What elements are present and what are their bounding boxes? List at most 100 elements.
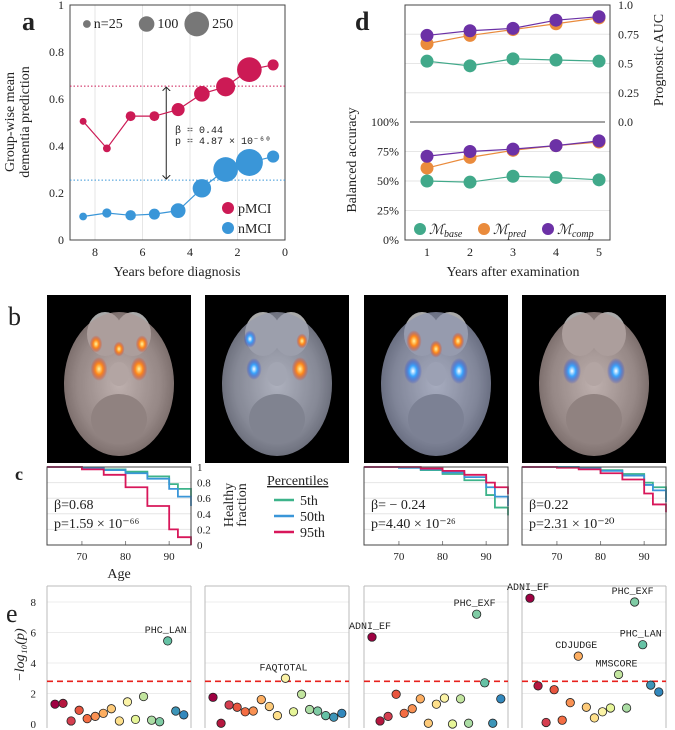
- legend-nmci-label: nMCI: [238, 222, 272, 237]
- variable-point: [321, 711, 331, 721]
- variable-point: [496, 694, 506, 704]
- positive-activation-blob: [429, 340, 443, 358]
- y-tick-label: 0: [58, 233, 64, 247]
- panel-a-beta: β = 0.44: [175, 125, 223, 137]
- legend-50th-label: 50th: [300, 510, 325, 525]
- right-y-tick-label: 0.5: [618, 57, 633, 71]
- variable-point: [638, 640, 648, 650]
- variable-point: [163, 636, 173, 646]
- legend-5th-label: 5th: [300, 494, 318, 509]
- panel-label-b: b: [8, 302, 21, 331]
- p95-survival-curve: [47, 466, 192, 545]
- y-tick-label: 0.8: [197, 478, 211, 490]
- x-tick-label: 70: [393, 551, 405, 563]
- p-value-annotation: p=1.59 × 10⁻⁶⁶: [54, 517, 140, 532]
- legend-comp-label: ℳcomp: [557, 223, 594, 240]
- positive-activation-blob: [113, 341, 125, 357]
- variable-point: [280, 673, 291, 683]
- variable-point: [288, 707, 299, 717]
- variable-point: [256, 694, 266, 705]
- base-auc-point: [463, 59, 477, 73]
- x-tick-label: 1: [424, 245, 430, 259]
- variable-label: PHC_LAN: [620, 630, 662, 641]
- panel-d-ylabel-right: Prognostic AUC: [652, 14, 667, 106]
- pMCI-point: [267, 59, 279, 71]
- negative-activation-blob: [563, 358, 581, 384]
- variable-point: [272, 711, 282, 721]
- variable-point: [264, 701, 274, 712]
- panel-a-ylabel-2: dementia prediction: [18, 66, 33, 178]
- y-tick-label: 1: [58, 0, 64, 12]
- variable-point: [155, 717, 165, 727]
- legend-comp-dot: [542, 223, 554, 235]
- variable-label: CDJUDGE: [555, 641, 597, 652]
- variable-point: [646, 680, 656, 690]
- variable-point: [480, 678, 490, 688]
- nMCI-point: [267, 150, 280, 163]
- p95-survival-curve: [522, 466, 667, 513]
- y-tick-label: 0.2: [197, 524, 211, 536]
- variable-point: [525, 593, 535, 603]
- panel-c-ylabel-2: fraction: [235, 483, 250, 527]
- variable-point: [147, 715, 157, 725]
- panel-a-ylabel-1: Group-wise mean: [3, 72, 18, 172]
- variable-point: [597, 707, 608, 717]
- base-auc-point: [506, 52, 520, 66]
- x-tick-label: 3: [510, 245, 516, 259]
- base-accuracy-point: [549, 170, 563, 184]
- plot-frame: [363, 466, 509, 546]
- x-tick-label: 90: [639, 551, 651, 563]
- panel-e-chart: −log₁₀(p) 0 2 4 6 8 PHC_LAN FAQTOTAL ADNI_EF PHC…: [13, 583, 667, 730]
- negative-activation-blob: [607, 358, 625, 384]
- variable-point: [114, 716, 125, 726]
- variable-label: PHC_EXF: [612, 587, 654, 598]
- y-tick-label: 0.2: [49, 186, 64, 200]
- beta-annotation: β= − 0.24: [371, 498, 425, 513]
- plot-frame: [521, 466, 667, 546]
- size-legend-dot: [83, 20, 91, 28]
- comp-auc-point: [506, 21, 520, 35]
- variable-point: [541, 717, 551, 728]
- comp-auc-point: [463, 24, 477, 38]
- legend-comp-subscript: comp: [572, 229, 594, 240]
- variable-point: [171, 706, 181, 716]
- beta-annotation: β=0.22: [529, 498, 569, 513]
- legend-95th-label: 95th: [300, 526, 325, 541]
- variable-point: [296, 689, 307, 699]
- variable-label: PHC_LAN: [145, 626, 187, 637]
- panel-label-d: d: [355, 7, 370, 36]
- comp-accuracy-point: [506, 142, 520, 156]
- plot-frame: [69, 4, 286, 241]
- negative-activation-blob: [404, 358, 422, 384]
- variable-point: [98, 708, 108, 718]
- size-legend-label: n=25: [94, 17, 123, 32]
- pMCI-point: [149, 111, 160, 122]
- pMCI-point: [125, 111, 136, 122]
- panel-c-ylabel-1: Healthy: [222, 483, 237, 527]
- variable-point: [439, 693, 450, 703]
- variable-label: ADNI_EF: [349, 622, 391, 633]
- legend-pred-subscript: pred: [507, 229, 527, 240]
- pMCI-point: [102, 144, 111, 153]
- left-y-tick-label: 100%: [371, 115, 399, 129]
- panel-label-a: a: [22, 7, 35, 36]
- left-y-tick-label: 0%: [383, 233, 399, 247]
- variable-point: [654, 687, 664, 697]
- x-tick-label: 0: [282, 245, 288, 259]
- comp-auc-point: [549, 13, 563, 27]
- x-tick-label: 80: [437, 551, 449, 563]
- y-tick-label: 0.6: [49, 92, 64, 106]
- variable-point: [138, 691, 149, 702]
- plot-frame: [46, 466, 192, 546]
- panel-a-pvalue: p = 4.87 × 10⁻⁶⁰: [175, 136, 271, 148]
- panel-d-chart: Years after examination Balanced accurac…: [345, 0, 667, 280]
- variable-point: [557, 715, 567, 725]
- panel-d-ylabel-left: Balanced accuracy: [345, 107, 360, 212]
- variable-point: [407, 704, 417, 714]
- base-accuracy-point: [592, 173, 606, 187]
- panel-c-chart: Age Healthy fraction Percentiles 5th 50t…: [46, 462, 667, 582]
- variable-point: [455, 694, 466, 704]
- variable-point: [549, 685, 559, 695]
- brain-cerebellum: [408, 394, 464, 444]
- base-auc-point: [592, 54, 606, 68]
